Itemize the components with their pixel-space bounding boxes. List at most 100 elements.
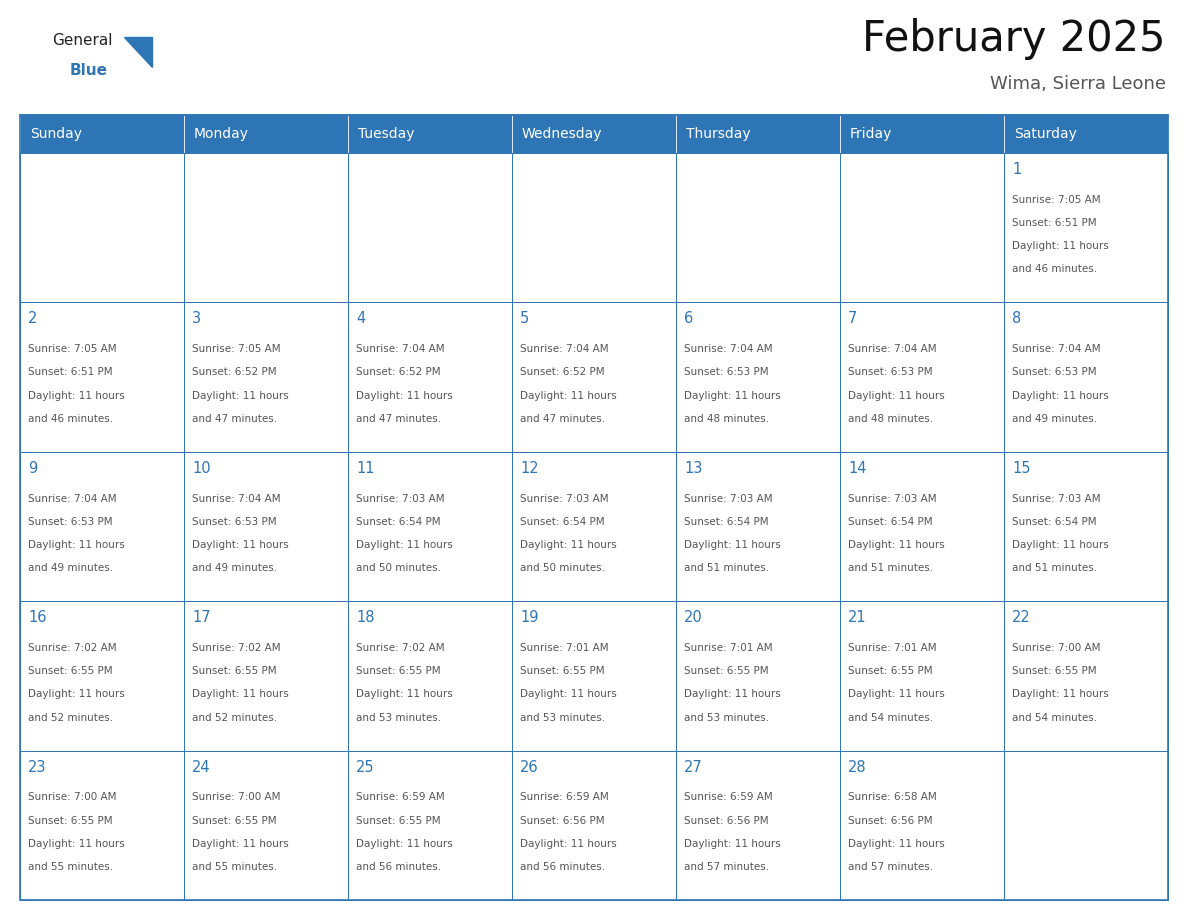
Bar <box>20 751 184 900</box>
Text: Sunrise: 6:59 AM: Sunrise: 6:59 AM <box>520 792 609 802</box>
Text: Sunset: 6:55 PM: Sunset: 6:55 PM <box>29 815 113 825</box>
Text: 2: 2 <box>29 311 38 327</box>
Text: Sunset: 6:55 PM: Sunset: 6:55 PM <box>356 815 441 825</box>
Text: 19: 19 <box>520 610 538 625</box>
Text: and 55 minutes.: and 55 minutes. <box>192 862 277 872</box>
Bar <box>348 751 512 900</box>
Text: Sunset: 6:54 PM: Sunset: 6:54 PM <box>684 517 769 527</box>
Text: Sunset: 6:54 PM: Sunset: 6:54 PM <box>848 517 933 527</box>
Text: February 2025: February 2025 <box>862 18 1165 60</box>
Text: 28: 28 <box>848 759 867 775</box>
Text: Daylight: 11 hours: Daylight: 11 hours <box>684 689 781 700</box>
Text: and 57 minutes.: and 57 minutes. <box>848 862 934 872</box>
Text: 11: 11 <box>356 461 374 476</box>
Text: Daylight: 11 hours: Daylight: 11 hours <box>520 540 617 550</box>
Text: Sunset: 6:53 PM: Sunset: 6:53 PM <box>684 367 769 377</box>
Text: Daylight: 11 hours: Daylight: 11 hours <box>356 390 453 400</box>
Text: Sunrise: 7:03 AM: Sunrise: 7:03 AM <box>684 494 773 504</box>
Text: Daylight: 11 hours: Daylight: 11 hours <box>356 540 453 550</box>
Text: Sunset: 6:55 PM: Sunset: 6:55 PM <box>848 666 933 677</box>
Bar <box>676 153 840 302</box>
Bar <box>512 751 676 900</box>
Bar <box>840 452 1004 601</box>
Text: Daylight: 11 hours: Daylight: 11 hours <box>848 540 944 550</box>
Text: Sunrise: 7:03 AM: Sunrise: 7:03 AM <box>520 494 608 504</box>
Text: Sunrise: 7:03 AM: Sunrise: 7:03 AM <box>1012 494 1101 504</box>
Text: Sunset: 6:53 PM: Sunset: 6:53 PM <box>848 367 933 377</box>
Bar <box>20 115 1168 900</box>
Text: Daylight: 11 hours: Daylight: 11 hours <box>520 839 617 849</box>
Text: 10: 10 <box>192 461 210 476</box>
Text: and 50 minutes.: and 50 minutes. <box>520 563 605 573</box>
Text: Sunrise: 6:59 AM: Sunrise: 6:59 AM <box>356 792 446 802</box>
Text: and 54 minutes.: and 54 minutes. <box>1012 712 1098 722</box>
Text: Blue: Blue <box>70 63 108 78</box>
Bar <box>348 302 512 452</box>
Text: Sunset: 6:53 PM: Sunset: 6:53 PM <box>29 517 113 527</box>
Text: Sunset: 6:56 PM: Sunset: 6:56 PM <box>684 815 769 825</box>
Bar <box>348 115 512 153</box>
Text: 27: 27 <box>684 759 703 775</box>
Bar <box>184 153 348 302</box>
Text: Daylight: 11 hours: Daylight: 11 hours <box>29 839 125 849</box>
Text: 16: 16 <box>29 610 46 625</box>
Text: Daylight: 11 hours: Daylight: 11 hours <box>192 839 289 849</box>
Text: Sunrise: 7:03 AM: Sunrise: 7:03 AM <box>356 494 444 504</box>
Text: 15: 15 <box>1012 461 1031 476</box>
Bar <box>1004 601 1168 751</box>
Text: Wima, Sierra Leone: Wima, Sierra Leone <box>990 75 1165 93</box>
Bar <box>676 115 840 153</box>
Text: Daylight: 11 hours: Daylight: 11 hours <box>848 689 944 700</box>
Text: Daylight: 11 hours: Daylight: 11 hours <box>192 390 289 400</box>
Text: 22: 22 <box>1012 610 1031 625</box>
Text: Sunset: 6:54 PM: Sunset: 6:54 PM <box>520 517 605 527</box>
Text: 9: 9 <box>29 461 38 476</box>
Bar <box>512 302 676 452</box>
Text: Sunrise: 7:04 AM: Sunrise: 7:04 AM <box>192 494 280 504</box>
Text: 18: 18 <box>356 610 374 625</box>
Text: Daylight: 11 hours: Daylight: 11 hours <box>1012 390 1108 400</box>
Text: Daylight: 11 hours: Daylight: 11 hours <box>848 390 944 400</box>
Bar <box>184 302 348 452</box>
Text: Sunset: 6:55 PM: Sunset: 6:55 PM <box>192 666 277 677</box>
Text: Sunrise: 7:00 AM: Sunrise: 7:00 AM <box>192 792 280 802</box>
Bar <box>184 452 348 601</box>
Text: Sunset: 6:55 PM: Sunset: 6:55 PM <box>192 815 277 825</box>
Text: and 53 minutes.: and 53 minutes. <box>356 712 441 722</box>
Text: Daylight: 11 hours: Daylight: 11 hours <box>29 689 125 700</box>
Bar <box>1004 302 1168 452</box>
Text: 20: 20 <box>684 610 703 625</box>
Text: and 46 minutes.: and 46 minutes. <box>29 414 113 424</box>
Bar <box>20 153 184 302</box>
Text: and 52 minutes.: and 52 minutes. <box>29 712 113 722</box>
Text: Sunset: 6:51 PM: Sunset: 6:51 PM <box>1012 218 1097 228</box>
Text: Sunset: 6:52 PM: Sunset: 6:52 PM <box>192 367 277 377</box>
Text: 5: 5 <box>520 311 530 327</box>
Text: and 47 minutes.: and 47 minutes. <box>356 414 441 424</box>
Text: Wednesday: Wednesday <box>522 127 602 141</box>
Bar <box>676 601 840 751</box>
Bar <box>840 153 1004 302</box>
Text: Friday: Friday <box>849 127 892 141</box>
Text: Sunrise: 6:58 AM: Sunrise: 6:58 AM <box>848 792 937 802</box>
Text: 25: 25 <box>356 759 375 775</box>
Text: and 52 minutes.: and 52 minutes. <box>192 712 277 722</box>
Text: Daylight: 11 hours: Daylight: 11 hours <box>192 689 289 700</box>
Text: and 51 minutes.: and 51 minutes. <box>1012 563 1098 573</box>
Bar <box>512 153 676 302</box>
Text: Sunday: Sunday <box>30 127 82 141</box>
Text: Monday: Monday <box>194 127 248 141</box>
Text: Sunset: 6:55 PM: Sunset: 6:55 PM <box>684 666 769 677</box>
Bar <box>20 115 184 153</box>
Text: Sunrise: 7:04 AM: Sunrise: 7:04 AM <box>29 494 116 504</box>
Bar <box>348 153 512 302</box>
Text: Daylight: 11 hours: Daylight: 11 hours <box>520 390 617 400</box>
Text: Daylight: 11 hours: Daylight: 11 hours <box>1012 241 1108 252</box>
Text: and 50 minutes.: and 50 minutes. <box>356 563 441 573</box>
Text: 4: 4 <box>356 311 366 327</box>
Text: and 56 minutes.: and 56 minutes. <box>356 862 441 872</box>
Text: 23: 23 <box>29 759 46 775</box>
Text: Sunrise: 7:00 AM: Sunrise: 7:00 AM <box>29 792 116 802</box>
Text: 7: 7 <box>848 311 858 327</box>
Text: Sunrise: 6:59 AM: Sunrise: 6:59 AM <box>684 792 773 802</box>
